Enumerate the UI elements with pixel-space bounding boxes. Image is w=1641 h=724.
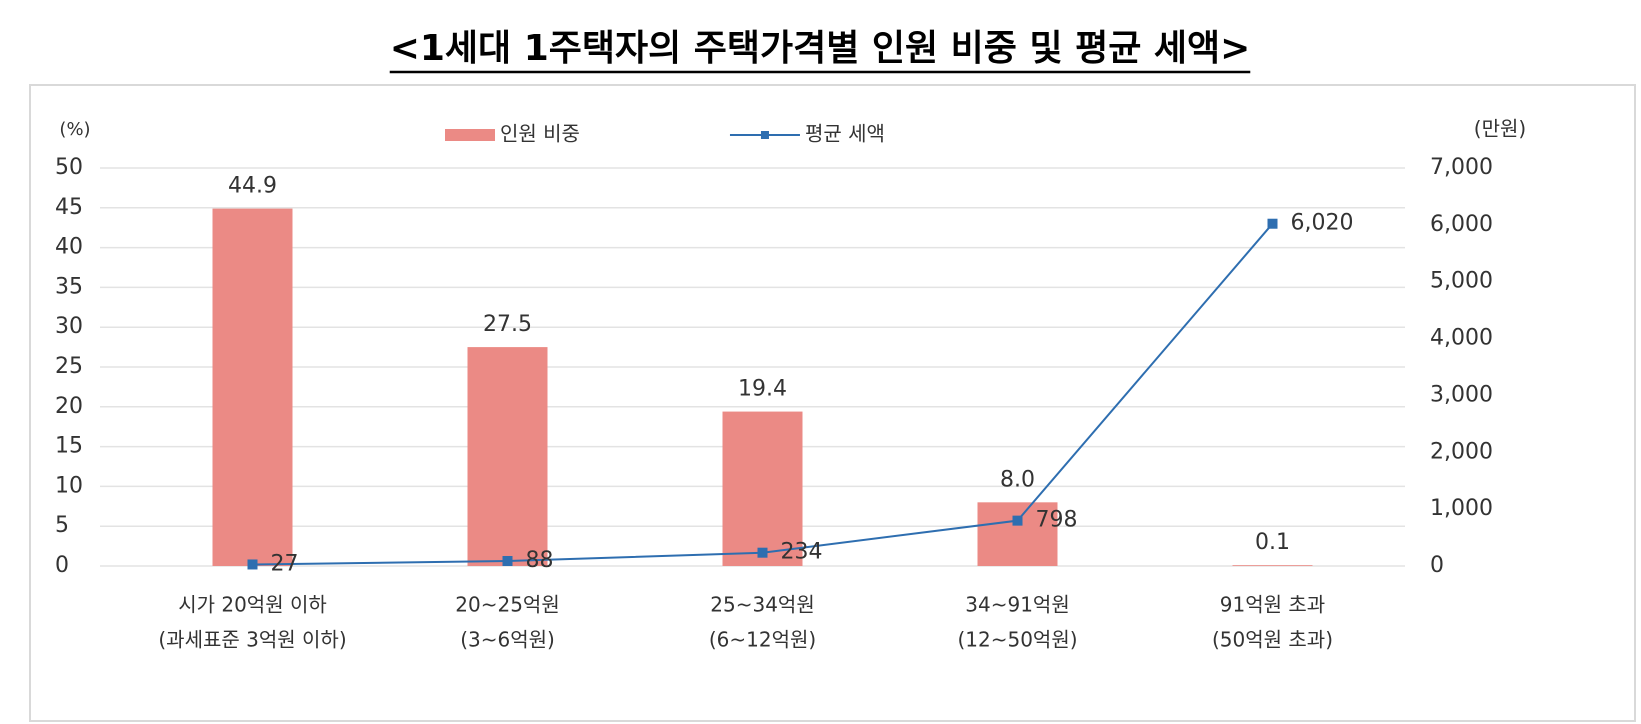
y2-tick-label: 5,000 bbox=[1430, 269, 1493, 294]
legend-label: 평균 세액 bbox=[805, 122, 885, 146]
line-marker bbox=[502, 555, 513, 566]
y-tick-label: 15 bbox=[55, 434, 83, 459]
x-tick-label: 91억원 초과 bbox=[1220, 593, 1325, 617]
y2-tick-label: 1,000 bbox=[1430, 496, 1493, 521]
line-value-label: 27 bbox=[271, 551, 299, 576]
chart-title: <1세대 1주택자의 주택가격별 인원 비중 및 평균 세액> bbox=[390, 28, 1251, 69]
y-tick-label: 25 bbox=[55, 354, 83, 379]
bar-value-label: 27.5 bbox=[483, 312, 532, 337]
y-tick-label: 40 bbox=[55, 235, 83, 260]
line-value-label: 798 bbox=[1036, 508, 1078, 533]
chart-frame bbox=[29, 84, 1636, 722]
y-axis-unit: (%) bbox=[59, 119, 90, 140]
x-tick-label: (과세표준 3억원 이하) bbox=[158, 628, 346, 652]
x-tick-label: 34~91억원 bbox=[965, 593, 1069, 617]
line-marker bbox=[757, 547, 768, 558]
bar-value-label: 19.4 bbox=[738, 377, 787, 402]
bar bbox=[722, 411, 803, 566]
legend-swatch bbox=[445, 129, 495, 141]
x-tick-label: 25~34억원 bbox=[710, 593, 814, 617]
bar bbox=[977, 502, 1058, 566]
legend-label: 인원 비중 bbox=[500, 122, 580, 146]
bar bbox=[212, 208, 293, 566]
x-tick-label: (50억원 초과) bbox=[1212, 628, 1333, 652]
y-tick-label: 20 bbox=[55, 394, 83, 419]
bar-value-label: 0.1 bbox=[1255, 530, 1290, 555]
bar bbox=[1232, 565, 1313, 566]
y-tick-label: 50 bbox=[55, 155, 83, 180]
line-value-label: 234 bbox=[781, 540, 823, 565]
y2-tick-label: 3,000 bbox=[1430, 382, 1493, 407]
bar bbox=[467, 347, 548, 566]
x-tick-label: 시가 20억원 이하 bbox=[178, 593, 327, 617]
y-tick-label: 10 bbox=[55, 473, 83, 498]
y2-tick-label: 2,000 bbox=[1430, 439, 1493, 464]
bar-value-label: 44.9 bbox=[228, 174, 277, 199]
y2-tick-label: 7,000 bbox=[1430, 155, 1493, 180]
y-tick-label: 35 bbox=[55, 274, 83, 299]
y-tick-label: 45 bbox=[55, 195, 83, 220]
y2-tick-label: 6,000 bbox=[1430, 212, 1493, 237]
y2-tick-label: 0 bbox=[1430, 553, 1444, 578]
line-value-label: 6,020 bbox=[1291, 211, 1354, 236]
y2-axis-unit: (만원) bbox=[1474, 117, 1526, 141]
y2-tick-label: 4,000 bbox=[1430, 326, 1493, 351]
x-tick-label: 20~25억원 bbox=[455, 593, 559, 617]
line-marker bbox=[1012, 515, 1023, 526]
bar-value-label: 8.0 bbox=[1000, 467, 1035, 492]
line-value-label: 88 bbox=[526, 548, 554, 573]
line-marker bbox=[1267, 218, 1278, 229]
legend-swatch bbox=[760, 131, 769, 139]
y-tick-label: 0 bbox=[55, 553, 69, 578]
x-tick-label: (3~6억원) bbox=[460, 628, 555, 652]
y-tick-label: 5 bbox=[55, 513, 69, 538]
x-tick-label: (6~12억원) bbox=[709, 628, 816, 652]
x-tick-label: (12~50억원) bbox=[957, 628, 1077, 652]
y-tick-label: 30 bbox=[55, 314, 83, 339]
line-marker bbox=[247, 559, 258, 570]
